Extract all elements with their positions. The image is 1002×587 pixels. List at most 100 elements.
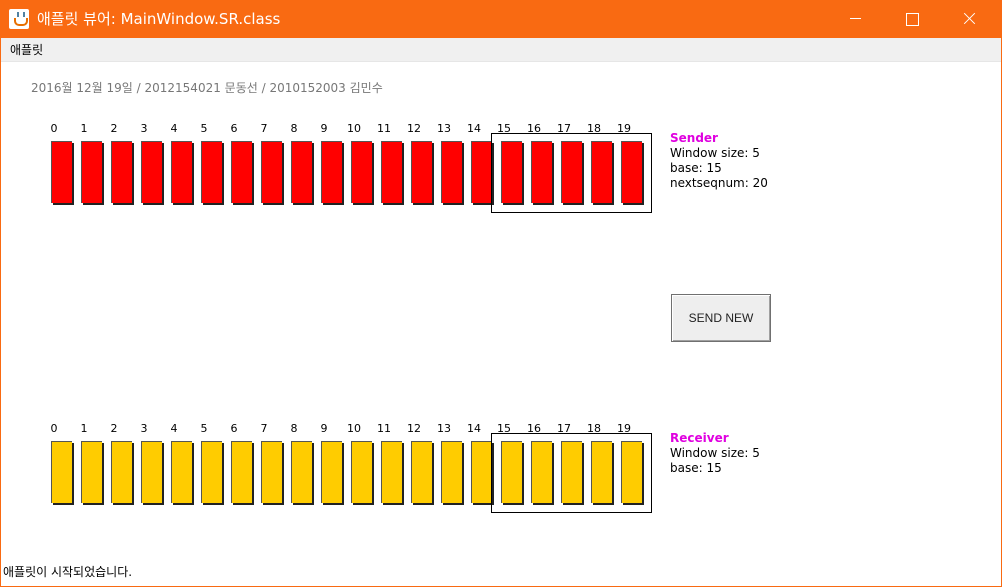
- sender-packet-label: 13: [437, 122, 451, 135]
- receiver-window-size: Window size: 5: [670, 446, 760, 460]
- send-new-button[interactable]: SEND NEW: [671, 294, 771, 342]
- sender-packet-box: [81, 141, 102, 203]
- info-line: 2016월 12월 19일 / 2012154021 문동선 / 2010152…: [31, 81, 383, 95]
- sender-packet-box: [351, 141, 372, 203]
- minimize-icon[interactable]: [832, 0, 878, 38]
- receiver-packet-box: [261, 441, 282, 503]
- receiver-title: Receiver: [670, 431, 729, 445]
- sender-packet-label: 10: [347, 122, 361, 135]
- receiver-packet-label: 19: [617, 422, 631, 435]
- title-bar: 애플릿 뷰어: MainWindow.SR.class: [0, 0, 1002, 38]
- receiver-packet-box: [141, 441, 162, 503]
- receiver-packet-label: 18: [587, 422, 601, 435]
- receiver-packet-box: [471, 441, 492, 503]
- receiver-packet-box: [531, 441, 552, 503]
- receiver-packet-box: [231, 441, 252, 503]
- sender-packet-label: 14: [467, 122, 481, 135]
- sender-packet-label: 16: [527, 122, 541, 135]
- sender-packet-box: [441, 141, 462, 203]
- sender-packet-label: 9: [320, 122, 328, 135]
- receiver-packet-label: 12: [407, 422, 421, 435]
- receiver-packet-label: 14: [467, 422, 481, 435]
- sender-packet-box: [381, 141, 402, 203]
- sender-title: Sender: [670, 131, 718, 145]
- close-icon[interactable]: [946, 0, 992, 38]
- sender-packet-box: [171, 141, 192, 203]
- window-title: 애플릿 뷰어: MainWindow.SR.class: [37, 10, 281, 28]
- sender-nextseqnum: nextseqnum: 20: [670, 176, 768, 190]
- sender-packet-box: [231, 141, 252, 203]
- sender-packet-box: [471, 141, 492, 203]
- sender-packet-box: [141, 141, 162, 203]
- receiver-base: base: 15: [670, 461, 722, 475]
- receiver-packet-label: 4: [170, 422, 178, 435]
- sender-packet-box: [321, 141, 342, 203]
- receiver-packet-label: 7: [260, 422, 268, 435]
- receiver-packet-label: 1: [80, 422, 88, 435]
- sender-packet-label: 11: [377, 122, 391, 135]
- sender-packet-label: 15: [497, 122, 511, 135]
- receiver-packet-box: [321, 441, 342, 503]
- receiver-packet-box: [411, 441, 432, 503]
- sender-packet-box: [291, 141, 312, 203]
- sender-base: base: 15: [670, 161, 722, 175]
- receiver-packet-box: [51, 441, 72, 503]
- sender-packet-box: [261, 141, 282, 203]
- receiver-packet-box: [171, 441, 192, 503]
- sender-packet-label: 0: [50, 122, 58, 135]
- receiver-packet-label: 8: [290, 422, 298, 435]
- receiver-packet-box: [81, 441, 102, 503]
- receiver-packet-label: 11: [377, 422, 391, 435]
- receiver-packet-label: 0: [50, 422, 58, 435]
- sender-packet-box: [501, 141, 522, 203]
- receiver-packet-label: 16: [527, 422, 541, 435]
- sender-packet-label: 7: [260, 122, 268, 135]
- sender-packet-label: 5: [200, 122, 208, 135]
- sender-packet-label: 1: [80, 122, 88, 135]
- receiver-packet-box: [291, 441, 312, 503]
- maximize-icon[interactable]: [888, 0, 934, 38]
- receiver-packet-label: 9: [320, 422, 328, 435]
- receiver-packet-box: [501, 441, 522, 503]
- sender-packet-label: 2: [110, 122, 118, 135]
- sender-packet-label: 17: [557, 122, 571, 135]
- sender-packet-box: [621, 141, 642, 203]
- receiver-packet-box: [561, 441, 582, 503]
- sender-packet-label: 6: [230, 122, 238, 135]
- receiver-packet-label: 10: [347, 422, 361, 435]
- receiver-packet-box: [621, 441, 642, 503]
- sender-packet-box: [591, 141, 612, 203]
- receiver-packet-box: [381, 441, 402, 503]
- receiver-packet-label: 3: [140, 422, 148, 435]
- sender-packet-box: [201, 141, 222, 203]
- sender-window-size: Window size: 5: [670, 146, 760, 160]
- receiver-window-frame: [491, 433, 652, 513]
- receiver-packet-box: [351, 441, 372, 503]
- status-bar: 애플릿이 시작되었습니다.: [3, 565, 133, 579]
- receiver-packet-box: [111, 441, 132, 503]
- sender-packet-box: [411, 141, 432, 203]
- sender-packet-label: 8: [290, 122, 298, 135]
- send-new-label: SEND NEW: [688, 311, 754, 325]
- sender-packet-box: [111, 141, 132, 203]
- sender-packet-label: 19: [617, 122, 631, 135]
- menu-applet[interactable]: 애플릿: [10, 43, 44, 57]
- receiver-packet-box: [591, 441, 612, 503]
- sender-packet-box: [51, 141, 72, 203]
- sender-window-frame: [491, 133, 652, 213]
- menu-bar: 애플릿: [0, 38, 1002, 62]
- sender-packet-label: 12: [407, 122, 421, 135]
- receiver-packet-box: [441, 441, 462, 503]
- receiver-packet-label: 15: [497, 422, 511, 435]
- java-app-icon: [9, 9, 29, 29]
- receiver-packet-label: 2: [110, 422, 118, 435]
- receiver-packet-label: 17: [557, 422, 571, 435]
- sender-packet-box: [531, 141, 552, 203]
- sender-packet-box: [561, 141, 582, 203]
- sender-packet-label: 3: [140, 122, 148, 135]
- sender-packet-label: 18: [587, 122, 601, 135]
- receiver-packet-label: 13: [437, 422, 451, 435]
- receiver-packet-box: [201, 441, 222, 503]
- sender-packet-label: 4: [170, 122, 178, 135]
- receiver-packet-label: 6: [230, 422, 238, 435]
